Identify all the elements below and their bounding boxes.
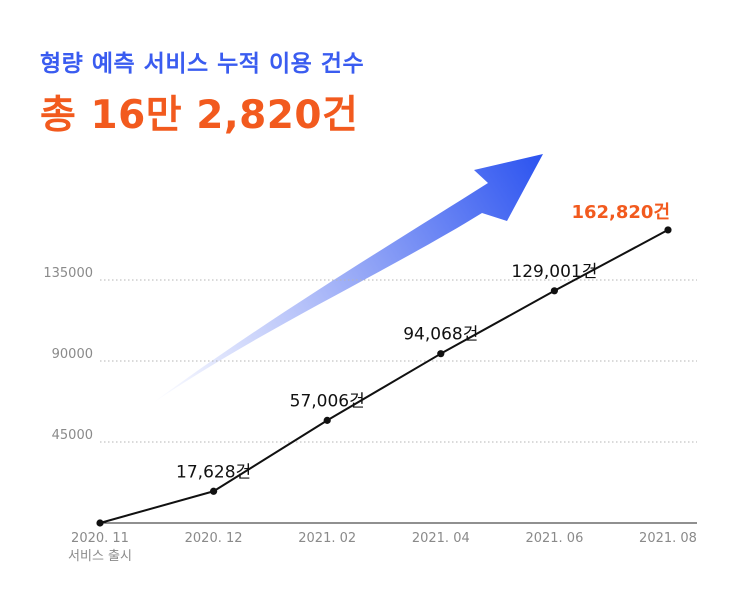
y-tick-label: 90000 xyxy=(52,347,93,362)
y-axis-ticks: 45000 90000 135000 xyxy=(43,266,93,443)
data-point xyxy=(664,226,672,234)
growth-arrow-icon xyxy=(150,154,543,405)
data-label-highlight: 162,820건 xyxy=(571,202,670,223)
data-point xyxy=(210,487,218,495)
x-tick-label: 2021. 06 xyxy=(525,531,583,546)
data-point xyxy=(96,519,104,527)
x-tick-sublabel: 서비스 출시 xyxy=(68,549,132,564)
x-tick-label: 2021. 04 xyxy=(412,531,470,546)
data-point xyxy=(437,350,445,358)
x-tick-label: 2021. 02 xyxy=(298,531,356,546)
data-label: 94,068건 xyxy=(403,325,478,345)
x-axis-ticks: 2020. 11 서비스 출시 2020. 12 2021. 02 2021. 04 20… xyxy=(68,531,697,564)
data-points xyxy=(96,226,672,527)
data-point xyxy=(323,416,331,424)
data-label: 57,006건 xyxy=(290,391,365,411)
header: 형량 예측 서비스 누적 이용 건수 총 16만 2,820건 xyxy=(40,44,364,140)
data-label: 129,001건 xyxy=(511,262,597,282)
series-line xyxy=(99,229,669,524)
series-polyline xyxy=(99,229,669,524)
data-label: 17,628건 xyxy=(176,462,251,482)
data-labels: 17,628건 57,006건 94,068건 129,001건 162,820건 xyxy=(176,202,670,482)
x-tick-label: 2020. 11 xyxy=(71,531,129,546)
data-point xyxy=(550,287,559,295)
y-tick-label: 135000 xyxy=(43,266,93,281)
grid-lines xyxy=(100,279,697,443)
chart-subtitle: 형량 예측 서비스 누적 이용 건수 xyxy=(40,51,365,77)
y-tick-label: 45000 xyxy=(52,428,93,443)
total-headline: 총 16만 2,820건 xyxy=(40,93,359,138)
x-tick-label: 2021. 08 xyxy=(639,531,697,546)
x-tick-label: 2020. 12 xyxy=(185,531,243,546)
